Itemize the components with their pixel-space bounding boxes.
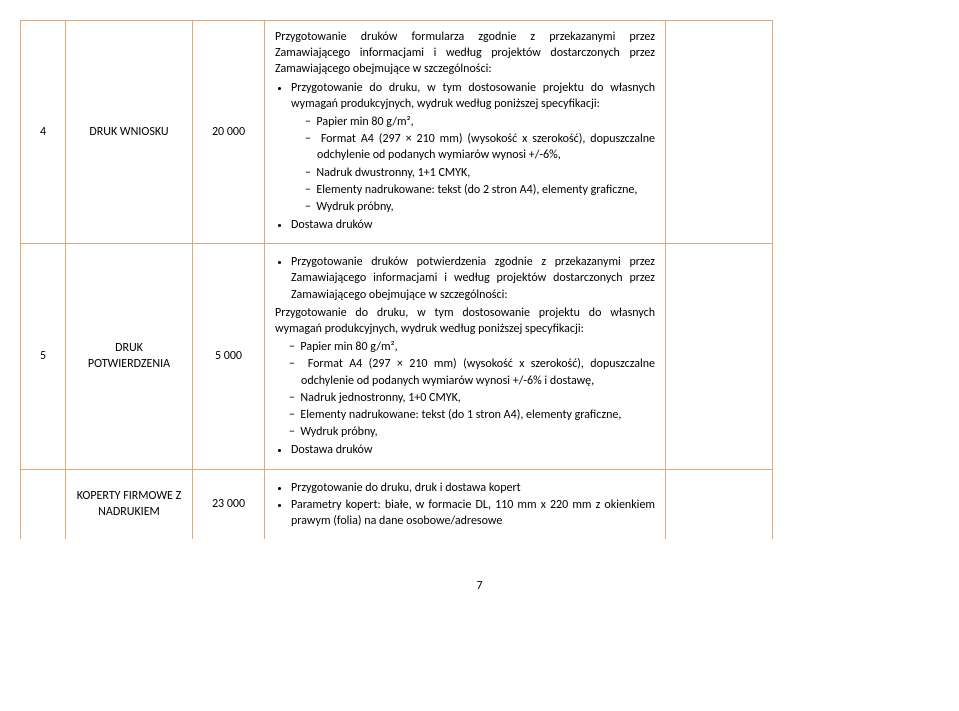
table-row: 5 DRUK POTWIERDZENIA 5 000 Przygotowanie…	[21, 244, 773, 469]
dash-item: Elementy nadrukowane: tekst (do 2 stron …	[305, 182, 655, 198]
table-row: KOPERTY FIRMOWE Z NADRUKIEM 23 000 Przyg…	[21, 469, 773, 539]
bullet-item: Przygotowanie do druku, druk i dostawa k…	[291, 480, 655, 496]
dash-item: Nadruk jednostronny, 1+0 CMYK,	[289, 390, 655, 406]
row-description: Przygotowanie do druku, druk i dostawa k…	[265, 469, 666, 539]
dash-item: Wydruk próbny,	[289, 424, 655, 440]
intro-text: Przygotowanie druków formularza zgodnie …	[275, 29, 655, 78]
bullet-text: Przygotowanie do druku, w tym dostosowan…	[291, 81, 655, 111]
row-description: Przygotowanie druków potwierdzenia zgodn…	[265, 244, 666, 469]
row-name: KOPERTY FIRMOWE Z NADRUKIEM	[66, 469, 193, 539]
bullet-item: Przygotowanie do druku, w tym dostosowan…	[291, 80, 655, 216]
row-description: Przygotowanie druków formularza zgodnie …	[265, 21, 666, 244]
dash-item: Elementy nadrukowane: tekst (do 1 stron …	[289, 407, 655, 423]
bullet-item: Przygotowanie druków potwierdzenia zgodn…	[291, 254, 655, 303]
bullet-item: Parametry kopert: białe, w formacie DL, …	[291, 497, 655, 529]
bullet-list: Dostawa druków	[275, 442, 655, 458]
dash-list: Papier min 80 g/m², Format A4 (297 × 210…	[291, 114, 655, 215]
row-number: 4	[21, 21, 66, 244]
row-quantity: 20 000	[193, 21, 265, 244]
bullet-list: Przygotowanie druków potwierdzenia zgodn…	[275, 254, 655, 303]
row-name: DRUK WNIOSKU	[66, 21, 193, 244]
dash-item: Format A4 (297 × 210 mm) (wysokość x sze…	[305, 131, 655, 163]
row-name: DRUK POTWIERDZENIA	[66, 244, 193, 469]
dash-item: Papier min 80 g/m²,	[305, 114, 655, 130]
bullet-item: Dostawa druków	[291, 217, 655, 233]
row-empty	[666, 244, 773, 469]
row-quantity: 5 000	[193, 244, 265, 469]
row-quantity: 23 000	[193, 469, 265, 539]
spec-text: Przygotowanie do druku, w tym dostosowan…	[275, 305, 655, 337]
bullet-list: Przygotowanie do druku, w tym dostosowan…	[275, 80, 655, 234]
spec-table: 4 DRUK WNIOSKU 20 000 Przygotowanie druk…	[20, 20, 773, 539]
table-row: 4 DRUK WNIOSKU 20 000 Przygotowanie druk…	[21, 21, 773, 244]
bullet-list: Przygotowanie do druku, druk i dostawa k…	[275, 480, 655, 530]
dash-item: Format A4 (297 × 210 mm) (wysokość x sze…	[289, 356, 655, 388]
row-empty	[666, 469, 773, 539]
row-number: 5	[21, 244, 66, 469]
row-empty	[666, 21, 773, 244]
page-number: 7	[20, 579, 939, 593]
dash-item: Nadruk dwustronny, 1+1 CMYK,	[305, 165, 655, 181]
dash-item: Papier min 80 g/m²,	[289, 339, 655, 355]
dash-list: Papier min 80 g/m², Format A4 (297 × 210…	[275, 339, 655, 440]
dash-item: Wydruk próbny,	[305, 199, 655, 215]
row-number	[21, 469, 66, 539]
bullet-item: Dostawa druków	[291, 442, 655, 458]
